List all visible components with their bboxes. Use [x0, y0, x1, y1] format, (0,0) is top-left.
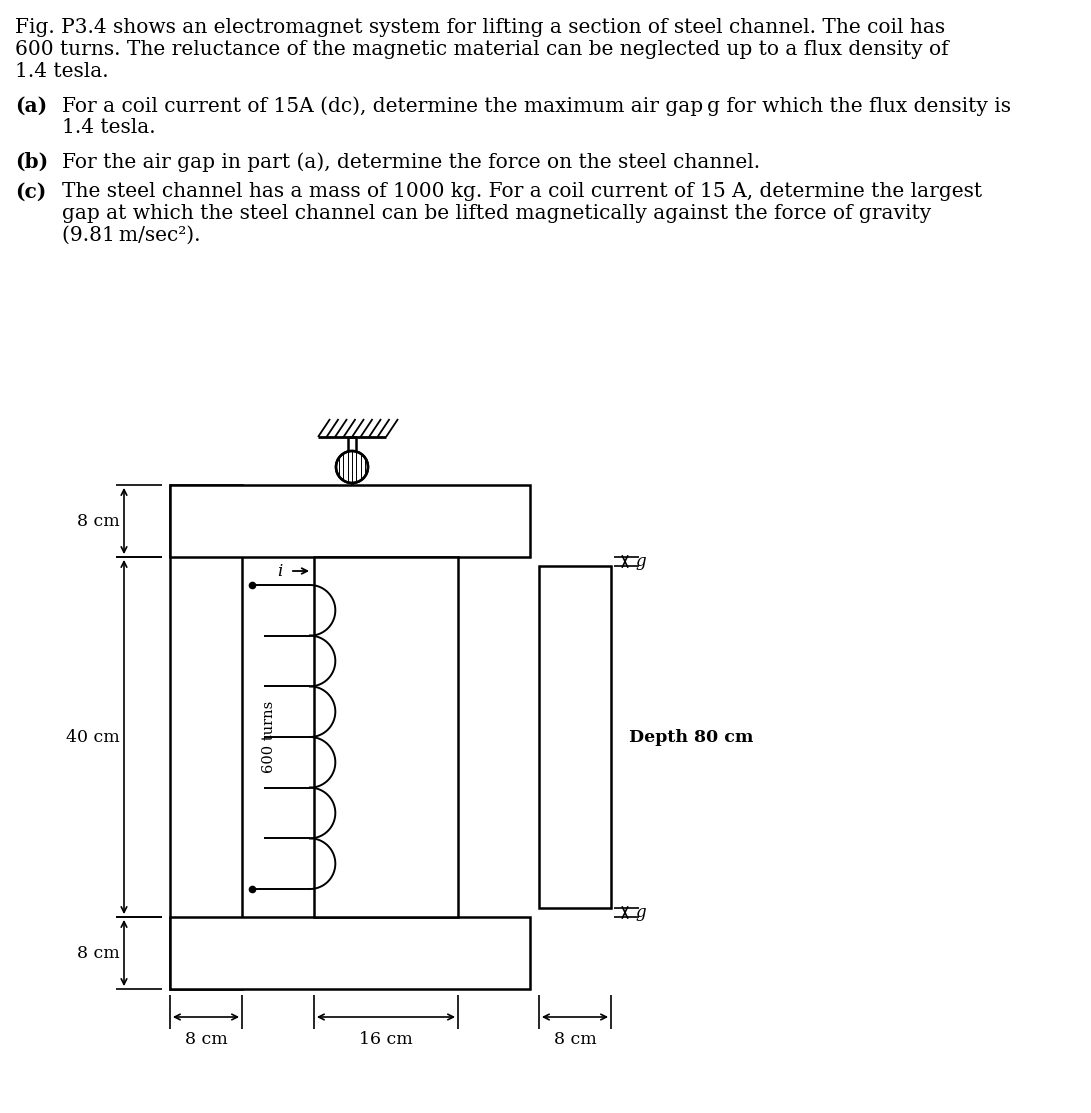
- Text: 600 turns: 600 turns: [262, 701, 276, 774]
- Text: i: i: [277, 563, 283, 581]
- Text: 1.4 tesla.: 1.4 tesla.: [15, 62, 109, 81]
- Text: g: g: [635, 904, 646, 920]
- Text: 8 cm: 8 cm: [77, 512, 120, 530]
- Text: 1.4 tesla.: 1.4 tesla.: [62, 118, 156, 137]
- Text: 8 cm: 8 cm: [553, 1031, 597, 1048]
- Text: (b): (b): [15, 152, 48, 173]
- Text: (c): (c): [15, 183, 46, 201]
- Text: (9.81 m/sec²).: (9.81 m/sec²).: [62, 226, 201, 245]
- Text: For a coil current of 15A (dc), determine the maximum air gap g for which the fl: For a coil current of 15A (dc), determin…: [62, 96, 1011, 116]
- Bar: [170, 485, 242, 989]
- Text: g: g: [635, 553, 646, 570]
- Text: 8 cm: 8 cm: [184, 1031, 227, 1048]
- Text: gap at which the steel channel can be lifted magnetically against the force of g: gap at which the steel channel can be li…: [62, 204, 932, 223]
- Text: (a): (a): [15, 96, 47, 116]
- Text: 16 cm: 16 cm: [359, 1031, 412, 1048]
- Circle shape: [336, 451, 368, 483]
- Bar: [539, 567, 611, 908]
- Text: Depth 80 cm: Depth 80 cm: [630, 729, 754, 746]
- Bar: [170, 485, 530, 989]
- Bar: [314, 556, 458, 917]
- Bar: [170, 917, 530, 989]
- Text: The steel channel has a mass of 1000 kg. For a coil current of 15 A, determine t: The steel channel has a mass of 1000 kg.…: [62, 183, 982, 201]
- Text: For the air gap in part (a), determine the force on the steel channel.: For the air gap in part (a), determine t…: [62, 152, 760, 171]
- Text: 40 cm: 40 cm: [67, 729, 120, 746]
- Text: 600 turns. The reluctance of the magnetic material can be neglected up to a flux: 600 turns. The reluctance of the magneti…: [15, 40, 949, 59]
- Text: Fig. P3.4 shows an electromagnet system for lifting a section of steel channel. : Fig. P3.4 shows an electromagnet system …: [15, 18, 945, 37]
- Bar: [170, 485, 530, 556]
- Text: 8 cm: 8 cm: [77, 945, 120, 962]
